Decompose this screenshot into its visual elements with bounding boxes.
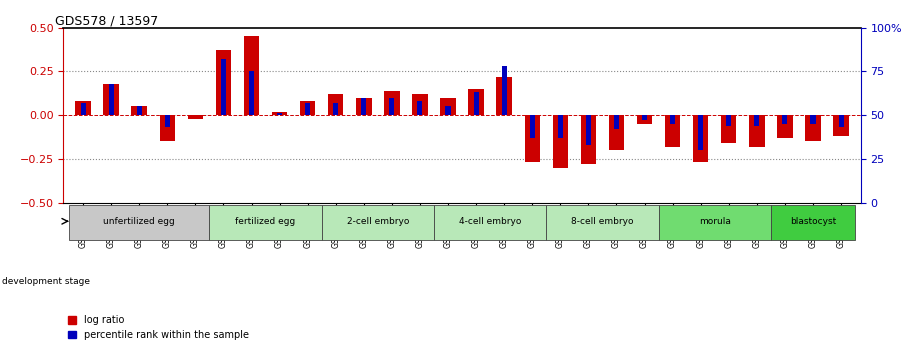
Bar xyxy=(642,115,647,120)
Bar xyxy=(159,115,175,141)
Bar xyxy=(665,115,680,147)
Bar xyxy=(418,101,422,115)
Bar xyxy=(446,106,450,115)
Bar xyxy=(440,98,456,115)
Text: development stage: development stage xyxy=(2,277,90,286)
Text: morula: morula xyxy=(699,217,730,226)
Bar xyxy=(755,115,759,126)
Bar xyxy=(322,205,434,239)
Bar xyxy=(525,115,540,162)
Text: 4-cell embryo: 4-cell embryo xyxy=(459,217,521,226)
Bar xyxy=(805,115,821,141)
Bar xyxy=(727,115,731,126)
Text: GDS578 / 13597: GDS578 / 13597 xyxy=(55,14,159,28)
Bar xyxy=(131,106,147,115)
Bar xyxy=(69,205,209,239)
Bar xyxy=(305,103,310,115)
Bar xyxy=(783,115,787,124)
Bar xyxy=(721,115,737,143)
Bar xyxy=(777,115,793,138)
Bar xyxy=(209,205,322,239)
Bar xyxy=(103,83,119,115)
Bar xyxy=(586,115,591,145)
Bar xyxy=(659,205,771,239)
Bar xyxy=(670,115,675,124)
Text: fertilized egg: fertilized egg xyxy=(236,217,295,226)
Bar xyxy=(165,115,169,127)
Bar xyxy=(474,92,478,115)
Text: 8-cell embryo: 8-cell embryo xyxy=(571,217,633,226)
Bar xyxy=(581,115,596,164)
Bar xyxy=(216,50,231,115)
Bar xyxy=(502,66,506,115)
Bar xyxy=(333,103,338,115)
Bar xyxy=(384,91,400,115)
Bar xyxy=(834,115,849,136)
Bar xyxy=(300,101,315,115)
Bar xyxy=(693,115,708,162)
Text: unfertilized egg: unfertilized egg xyxy=(103,217,175,226)
Bar xyxy=(356,98,371,115)
Bar xyxy=(637,115,652,124)
Bar xyxy=(137,106,141,115)
Bar xyxy=(609,115,624,150)
Bar xyxy=(496,77,512,115)
Bar xyxy=(249,71,254,115)
Bar xyxy=(530,115,535,138)
Bar xyxy=(272,111,287,115)
Bar xyxy=(614,115,619,129)
Bar xyxy=(81,103,85,115)
Text: blastocyst: blastocyst xyxy=(790,217,836,226)
Bar xyxy=(771,205,855,239)
Bar xyxy=(839,115,843,127)
Bar xyxy=(75,101,91,115)
Text: 2-cell embryo: 2-cell embryo xyxy=(347,217,409,226)
Bar xyxy=(361,98,366,115)
Bar xyxy=(434,205,546,239)
Bar xyxy=(390,98,394,115)
Bar xyxy=(221,59,226,115)
Bar xyxy=(699,115,703,150)
Bar xyxy=(749,115,765,147)
Bar xyxy=(412,94,428,115)
Bar xyxy=(553,115,568,168)
Bar xyxy=(277,114,282,115)
Bar xyxy=(244,36,259,115)
Bar xyxy=(811,115,815,124)
Legend: log ratio, percentile rank within the sample: log ratio, percentile rank within the sa… xyxy=(68,315,249,340)
Bar xyxy=(188,115,203,119)
Bar xyxy=(558,115,563,138)
Bar xyxy=(468,89,484,115)
Bar xyxy=(546,205,659,239)
Bar xyxy=(328,94,343,115)
Bar xyxy=(109,83,113,115)
